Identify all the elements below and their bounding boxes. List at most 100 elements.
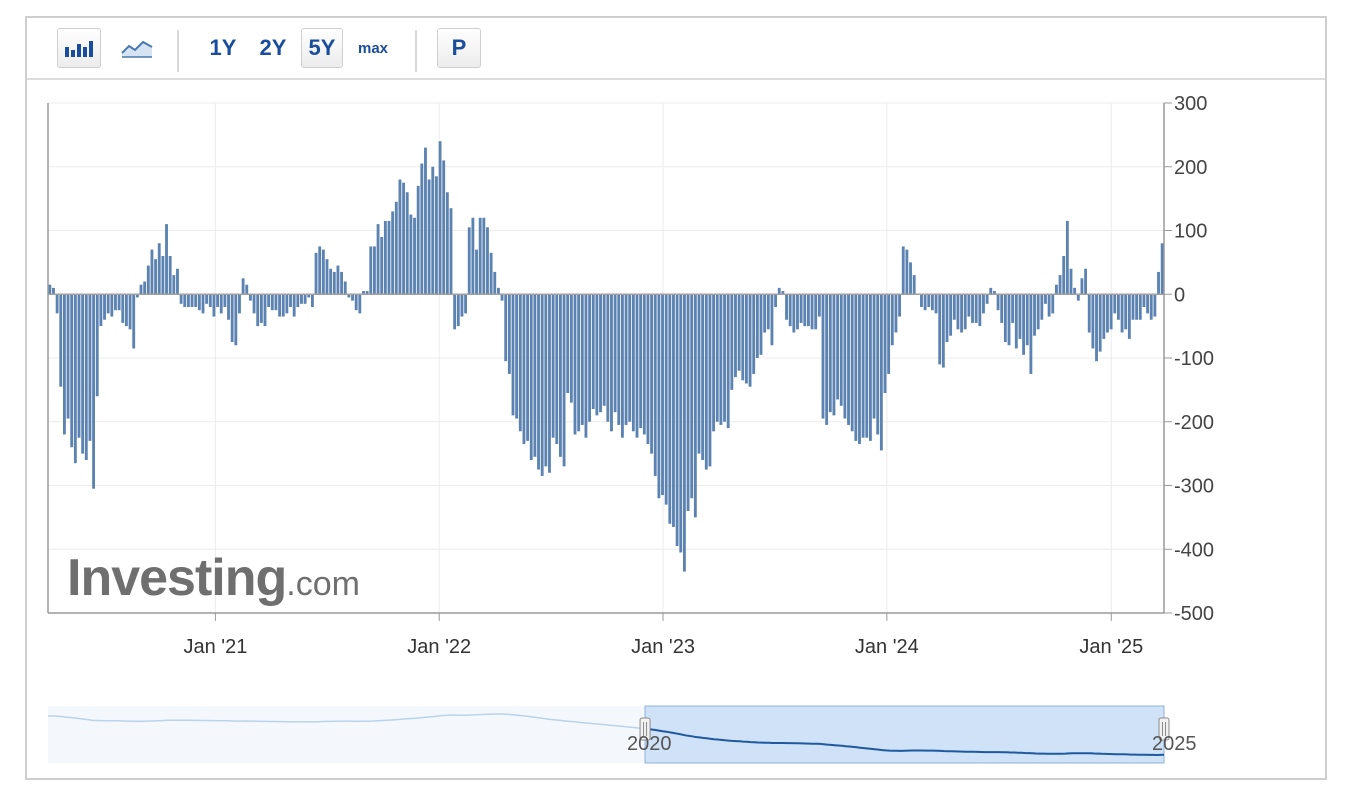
bar [252,294,256,314]
bar [657,294,661,499]
bar [1029,294,1033,374]
bar [453,294,457,330]
bar [927,294,931,307]
bar [52,287,55,295]
bar [234,294,238,346]
range-2y-button[interactable]: 2Y [259,35,287,60]
bar [1131,294,1135,320]
bar [803,294,807,327]
bar [1076,294,1080,301]
bar [362,291,365,295]
bar [1091,294,1095,349]
bar [59,294,63,387]
x-tick-label: Jan '24 [855,636,919,658]
bar [744,294,748,384]
bar [500,294,504,301]
bar [887,294,891,374]
bar [405,192,409,295]
bar [1153,294,1157,317]
bar [486,227,489,295]
bar [332,271,336,295]
bar [154,259,158,295]
bar [602,294,606,406]
bar [788,294,792,327]
bar [172,275,176,295]
bar [227,294,230,320]
bar [1142,294,1146,307]
chart-canvas: 300 200 100 0 -100 -200 -300 -400 -500 Jan '21 Jan… [47,93,1214,764]
p-button[interactable]: P [437,28,481,68]
bar [785,294,788,320]
range-1y-button[interactable]: 1Y [209,35,237,60]
bar [566,294,570,394]
bar [314,252,318,295]
bar [1157,271,1160,295]
bar [515,294,519,419]
bar [682,294,686,572]
x-tick-label: Jan '25 [1079,636,1143,658]
toolbar-divider [177,30,179,72]
bar [1051,294,1055,314]
bar [413,217,416,295]
bar [726,294,730,429]
bar [763,294,767,333]
bar [646,294,650,445]
bar [223,294,227,307]
bar [858,294,861,445]
bar [478,217,482,295]
bar [610,294,613,432]
line-chart-button[interactable] [115,28,159,68]
bar [817,294,821,317]
bar [212,294,216,317]
bar [963,294,967,330]
bar [832,294,836,416]
chart-grid [48,102,1164,614]
bar [70,294,74,448]
bar [737,294,741,371]
bar [708,294,712,467]
bar [1022,294,1026,355]
bar [121,294,125,323]
navigator-selection[interactable] [644,705,1165,764]
bar [777,287,781,295]
bar [48,284,52,295]
bar [194,294,198,307]
bar [562,294,566,467]
bar [613,294,617,413]
bar [1073,287,1077,295]
bar-chart-button[interactable] [57,28,101,68]
navigator-right-handle[interactable] [1158,717,1170,741]
bar [850,294,854,432]
range-5y-button[interactable]: 5Y [301,28,343,68]
bar [300,294,303,304]
bar [340,271,344,295]
navigator-left-handle[interactable] [639,717,651,741]
bar [398,179,402,295]
bar [146,265,150,295]
bar [267,294,271,307]
bar [55,294,59,314]
bar [861,294,865,438]
bar [781,291,785,295]
bar [369,246,373,295]
bar [712,294,716,432]
bar [569,294,573,403]
bar [1106,294,1109,333]
x-tick-label: Jan '23 [631,636,695,658]
bar [186,294,190,307]
bar [1109,294,1113,330]
bar [890,294,894,346]
bar [92,294,96,489]
bar [635,294,639,438]
bar [77,294,81,438]
line-chart-icon [121,40,153,58]
bar [114,294,117,311]
bar [752,294,756,374]
bar [573,294,577,435]
navigator[interactable]: 2020 2025 [48,705,1197,764]
range-max-button[interactable]: max [357,39,389,57]
bar [912,275,916,295]
bar [1062,256,1066,295]
bar [471,217,475,295]
bar [365,291,369,295]
